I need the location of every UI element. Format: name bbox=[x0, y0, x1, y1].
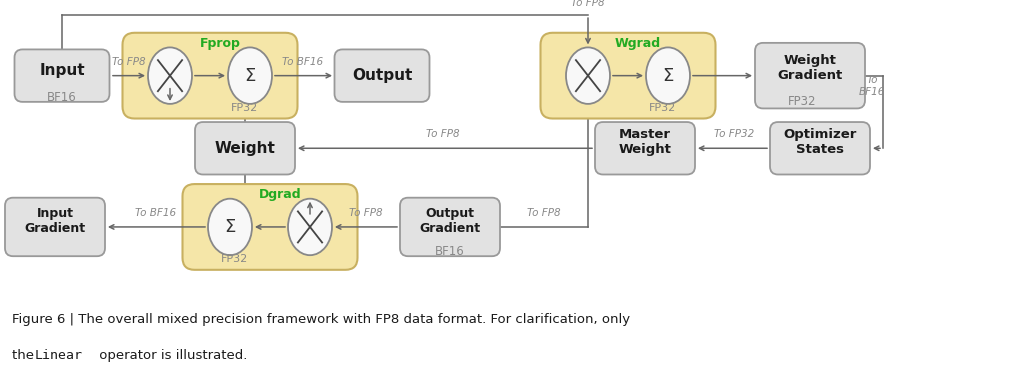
Text: To FP8: To FP8 bbox=[426, 129, 460, 139]
Text: FP32: FP32 bbox=[649, 103, 676, 113]
FancyBboxPatch shape bbox=[122, 33, 298, 118]
Text: To FP32: To FP32 bbox=[714, 129, 754, 139]
Text: FP32: FP32 bbox=[232, 103, 259, 113]
Text: Wgrad: Wgrad bbox=[615, 37, 661, 50]
Text: Output
Gradient: Output Gradient bbox=[420, 207, 480, 235]
FancyBboxPatch shape bbox=[334, 50, 430, 102]
Text: FP32: FP32 bbox=[222, 254, 248, 264]
Text: Linear: Linear bbox=[35, 349, 83, 362]
Text: To FP8: To FP8 bbox=[112, 57, 146, 66]
FancyBboxPatch shape bbox=[5, 198, 105, 256]
Text: Σ: Σ bbox=[244, 67, 255, 85]
Text: To FP8: To FP8 bbox=[571, 0, 604, 8]
Text: Optimizer
States: Optimizer States bbox=[783, 128, 857, 156]
FancyBboxPatch shape bbox=[541, 33, 715, 118]
Text: Fprop: Fprop bbox=[200, 37, 240, 50]
Ellipse shape bbox=[208, 199, 252, 255]
Ellipse shape bbox=[228, 47, 272, 104]
Text: To BF16: To BF16 bbox=[282, 57, 323, 66]
Text: operator is illustrated.: operator is illustrated. bbox=[95, 349, 248, 362]
Text: FP32: FP32 bbox=[788, 95, 817, 108]
Text: To BF16: To BF16 bbox=[135, 208, 176, 218]
Text: Weight
Gradient: Weight Gradient bbox=[778, 54, 842, 82]
Text: To FP8: To FP8 bbox=[349, 208, 383, 218]
Ellipse shape bbox=[646, 47, 690, 104]
Text: Σ: Σ bbox=[225, 218, 236, 236]
FancyBboxPatch shape bbox=[183, 184, 357, 270]
Text: Weight: Weight bbox=[214, 141, 275, 156]
Text: Figure 6 | The overall mixed precision framework with FP8 data format. For clari: Figure 6 | The overall mixed precision f… bbox=[12, 313, 630, 326]
FancyBboxPatch shape bbox=[14, 50, 110, 102]
Text: Σ: Σ bbox=[663, 67, 674, 85]
Text: Input
Gradient: Input Gradient bbox=[25, 207, 85, 235]
Text: the: the bbox=[12, 349, 39, 362]
FancyBboxPatch shape bbox=[595, 122, 695, 174]
Text: Master
Weight: Master Weight bbox=[619, 128, 671, 156]
Text: To
BF16: To BF16 bbox=[859, 75, 885, 96]
Text: Dgrad: Dgrad bbox=[259, 188, 302, 201]
Ellipse shape bbox=[148, 47, 192, 104]
Text: Output: Output bbox=[352, 68, 412, 83]
Text: BF16: BF16 bbox=[47, 92, 77, 104]
Text: Input: Input bbox=[39, 63, 85, 78]
Text: To FP8: To FP8 bbox=[527, 208, 561, 218]
Text: BF16: BF16 bbox=[435, 244, 465, 258]
Ellipse shape bbox=[566, 47, 610, 104]
FancyBboxPatch shape bbox=[400, 198, 500, 256]
FancyBboxPatch shape bbox=[195, 122, 295, 174]
FancyBboxPatch shape bbox=[755, 43, 865, 108]
FancyBboxPatch shape bbox=[770, 122, 870, 174]
Ellipse shape bbox=[288, 199, 332, 255]
